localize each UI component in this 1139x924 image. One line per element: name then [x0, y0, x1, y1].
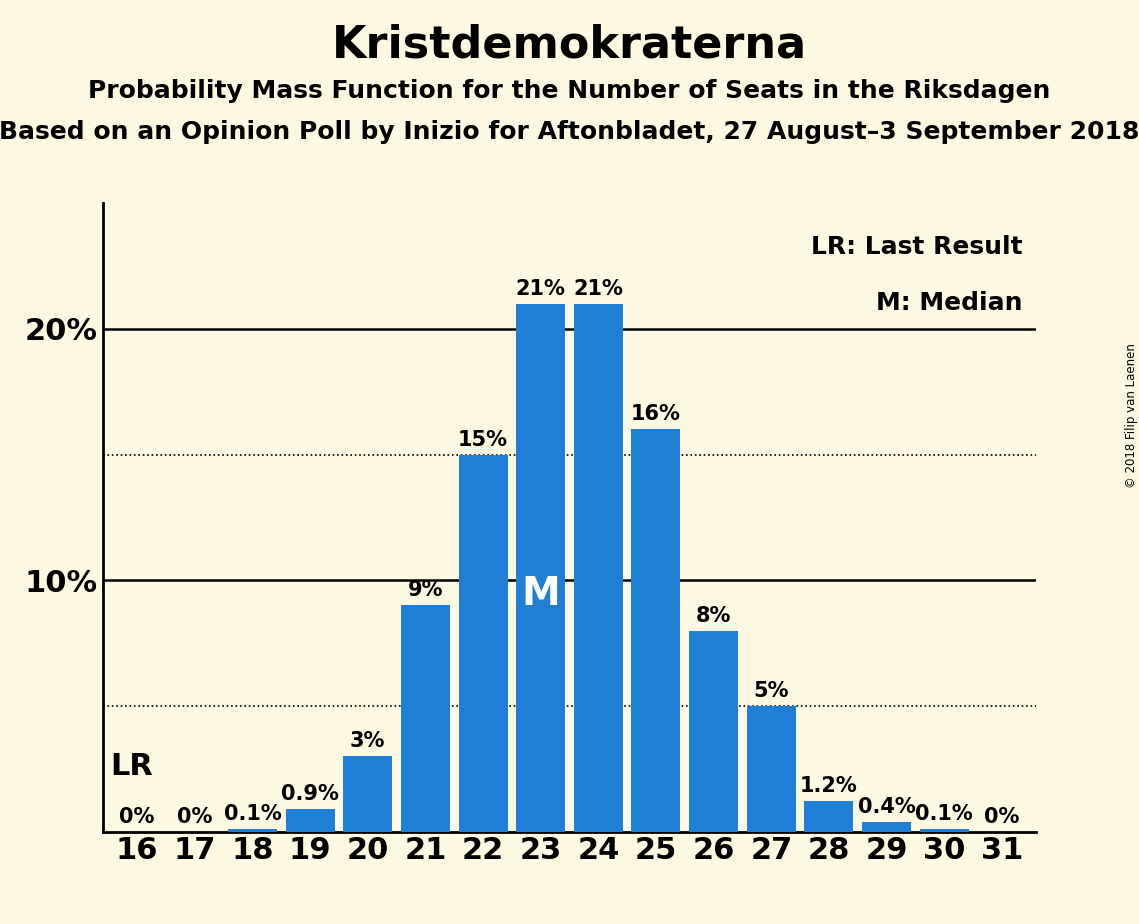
Text: 0.4%: 0.4%	[858, 796, 916, 817]
Text: 15%: 15%	[458, 430, 508, 450]
Text: Based on an Opinion Poll by Inizio for Aftonbladet, 27 August–3 September 2018: Based on an Opinion Poll by Inizio for A…	[0, 120, 1139, 144]
Text: Probability Mass Function for the Number of Seats in the Riksdagen: Probability Mass Function for the Number…	[89, 79, 1050, 103]
Bar	[401, 605, 450, 832]
Bar	[516, 304, 565, 832]
Text: 0%: 0%	[984, 807, 1019, 827]
Bar	[286, 809, 335, 832]
Text: 0%: 0%	[177, 807, 213, 827]
Bar	[747, 706, 796, 832]
Bar	[574, 304, 623, 832]
Text: 21%: 21%	[516, 279, 566, 298]
Bar	[689, 630, 738, 832]
Text: 9%: 9%	[408, 580, 443, 601]
Text: 1.2%: 1.2%	[800, 776, 858, 796]
Text: 0%: 0%	[120, 807, 155, 827]
Text: 0.1%: 0.1%	[223, 804, 281, 824]
Text: 0.1%: 0.1%	[916, 804, 973, 824]
Text: 5%: 5%	[754, 681, 789, 701]
Bar	[459, 455, 508, 832]
Text: 3%: 3%	[350, 731, 385, 751]
Text: 8%: 8%	[696, 605, 731, 626]
Bar	[862, 821, 911, 832]
Text: M: M	[522, 575, 560, 614]
Bar	[631, 430, 680, 832]
Text: LR: Last Result: LR: Last Result	[811, 235, 1023, 259]
Text: LR: LR	[109, 752, 153, 782]
Text: M: Median: M: Median	[876, 291, 1023, 315]
Text: 21%: 21%	[573, 279, 623, 298]
Text: © 2018 Filip van Laenen: © 2018 Filip van Laenen	[1124, 344, 1138, 488]
Bar	[920, 829, 969, 832]
Bar	[228, 829, 277, 832]
Text: 16%: 16%	[631, 405, 681, 424]
Text: 0.9%: 0.9%	[281, 784, 339, 804]
Text: Kristdemokraterna: Kristdemokraterna	[331, 23, 808, 67]
Bar	[343, 756, 392, 832]
Bar	[804, 801, 853, 832]
